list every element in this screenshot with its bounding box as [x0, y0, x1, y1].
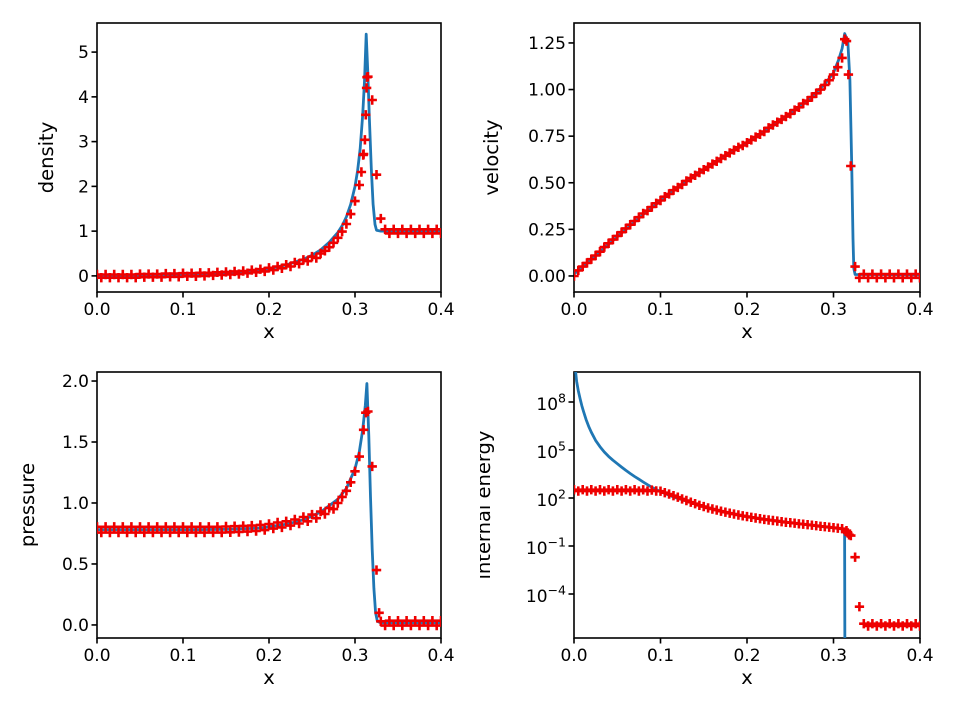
axes-frame — [96, 371, 442, 639]
y-tick-label: 0.75 — [528, 127, 566, 147]
x-tick-label: 0.1 — [647, 300, 674, 320]
x-tick-label: 0.2 — [733, 300, 760, 320]
axes-frame — [573, 371, 921, 639]
axes-frame — [96, 22, 442, 293]
x-tick-label: 0.3 — [341, 646, 368, 666]
velocity-exact-line — [574, 32, 920, 277]
y-tick-label: 5 — [78, 43, 89, 63]
pressure-subplot: 0.0 0.1 0.2 0.3 0.4 0.0 0.5 1.0 1.5 2.0 x pressure — [0, 360, 480, 720]
y-tick-label: 2 — [78, 177, 89, 197]
pressure-plus-markers — [97, 406, 441, 631]
ticks: 0.0 0.1 0.2 0.3 0.4 0.00 0.25 0.50 0.75 1.00 1.25 — [528, 34, 933, 320]
y-tick-label: 1.0 — [62, 494, 89, 514]
x-tick-label: 0.3 — [820, 300, 847, 320]
density-subplot: 0.0 0.1 0.2 0.3 0.4 0 1 2 3 4 5 x density — [0, 0, 480, 360]
internal-energy-plus-markers — [574, 485, 920, 631]
x-tick-label: 0.1 — [169, 300, 196, 320]
x-tick-label: 0.0 — [83, 300, 110, 320]
x-tick-label: 0.3 — [341, 300, 368, 320]
density-exact-line — [97, 32, 441, 277]
x-tick-label: 0.0 — [560, 300, 587, 320]
x-tick-label: 0.2 — [255, 646, 282, 666]
pressure-exact-line — [97, 382, 441, 625]
axes-frame — [573, 22, 921, 293]
ticks: 0.0 0.1 0.2 0.3 0.4 0.0 0.5 1.0 1.5 2.0 — [62, 372, 455, 666]
x-tick-label: 0.0 — [560, 646, 587, 666]
density-plus-markers — [97, 72, 441, 283]
x-axis-label: x — [263, 666, 275, 689]
x-axis-label: x — [263, 320, 275, 343]
y-tick-label: 1.5 — [62, 433, 89, 453]
pressure-chart: 0.0 0.1 0.2 0.3 0.4 0.0 0.5 1.0 1.5 2.0 x pressure — [16, 371, 455, 689]
y-axis-label: velocity — [480, 119, 503, 195]
x-tick-label: 0.1 — [647, 646, 674, 666]
x-tick-label: 0.4 — [427, 300, 454, 320]
x-tick-label: 0.2 — [255, 300, 282, 320]
y-tick-label: 10−1 — [526, 535, 566, 560]
x-tick-label: 0.3 — [820, 646, 847, 666]
internal-energy-exact-line — [574, 372, 847, 638]
y-axis-label: internal energy — [480, 431, 495, 580]
internal-energy-chart: 0.0 0.1 0.2 0.3 0.4 108 105 102 10−1 10−4 x interna… — [480, 371, 934, 689]
y-tick-label: 0.00 — [528, 267, 566, 287]
y-tick-label: 3 — [78, 133, 89, 153]
x-tick-label: 0.1 — [169, 646, 196, 666]
x-tick-label: 0.2 — [733, 646, 760, 666]
velocity-chart: 0.0 0.1 0.2 0.3 0.4 0.00 0.25 0.50 0.75 1.00 1.25 x… — [480, 22, 934, 343]
x-axis-label: x — [741, 666, 753, 689]
y-axis-label: density — [35, 122, 58, 194]
velocity-subplot: 0.0 0.1 0.2 0.3 0.4 0.00 0.25 0.50 0.75 1.00 1.25 x… — [480, 0, 960, 360]
y-tick-label: 0.0 — [62, 616, 89, 636]
y-tick-label: 0 — [78, 267, 89, 287]
y-tick-label: 1 — [78, 222, 89, 242]
internal-energy-subplot: 0.0 0.1 0.2 0.3 0.4 108 105 102 10−1 10−4 x interna… — [480, 360, 960, 720]
y-tick-label: 10−4 — [526, 583, 566, 608]
y-tick-label: 1.25 — [528, 34, 566, 54]
velocity-plus-markers — [574, 34, 920, 283]
x-tick-label: 0.4 — [906, 300, 933, 320]
y-tick-label: 2.0 — [62, 372, 89, 392]
y-tick-label: 0.50 — [528, 174, 566, 194]
x-axis-label: x — [741, 320, 753, 343]
y-tick-label: 0.25 — [528, 220, 566, 240]
y-axis-label: pressure — [16, 463, 39, 547]
y-tick-label: 1.00 — [528, 81, 566, 101]
y-tick-label: 102 — [536, 487, 566, 512]
y-tick-label: 105 — [536, 439, 566, 464]
ticks: 0.0 0.1 0.2 0.3 0.4 0 1 2 3 4 5 — [78, 43, 454, 320]
x-tick-label: 0.4 — [906, 646, 933, 666]
y-tick-label: 0.5 — [62, 555, 89, 575]
density-chart: 0.0 0.1 0.2 0.3 0.4 0 1 2 3 4 5 x density — [35, 22, 455, 343]
x-tick-label: 0.0 — [83, 646, 110, 666]
x-tick-label: 0.4 — [427, 646, 454, 666]
y-tick-label: 4 — [78, 88, 89, 108]
y-tick-label: 108 — [536, 391, 566, 416]
